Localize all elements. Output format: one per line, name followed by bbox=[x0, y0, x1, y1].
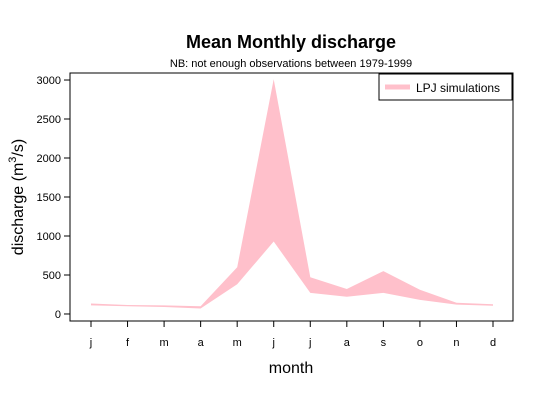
y-tick-label: 1000 bbox=[37, 231, 61, 243]
y-tick-label: 500 bbox=[43, 270, 61, 282]
y-tick-label: 3000 bbox=[37, 75, 61, 87]
x-tick-label: m bbox=[233, 337, 242, 349]
y-axis-label-main: discharge (m bbox=[10, 163, 27, 255]
y-axis-label: discharge (m3/s) bbox=[7, 139, 27, 255]
x-tick-label: j bbox=[272, 337, 275, 349]
x-tick-label: d bbox=[490, 337, 496, 349]
y-tick-label: 2000 bbox=[37, 153, 61, 165]
x-tick-label: j bbox=[308, 337, 311, 349]
y-tick-label: 1500 bbox=[37, 192, 61, 204]
x-tick-label: a bbox=[198, 337, 205, 349]
y-axis-label-tail: /s) bbox=[10, 139, 27, 157]
series-band-lpj-simulations bbox=[91, 79, 493, 309]
x-tick-label: a bbox=[344, 337, 351, 349]
x-axis-label: month bbox=[269, 360, 313, 377]
x-tick-label: s bbox=[381, 337, 387, 349]
legend-label: LPJ simulations bbox=[416, 81, 500, 95]
x-tick-label: n bbox=[453, 337, 459, 349]
chart-subtitle: NB: not enough observations between 1979… bbox=[170, 58, 412, 70]
legend: LPJ simulations bbox=[378, 73, 513, 101]
x-tick-label: m bbox=[160, 337, 169, 349]
chart-title: Mean Monthly discharge bbox=[186, 32, 396, 52]
x-tick-label: o bbox=[417, 337, 423, 349]
y-tick-label: 0 bbox=[55, 309, 61, 321]
y-axis-label-superscript: 3 bbox=[7, 157, 19, 163]
x-tick-label: f bbox=[126, 337, 130, 349]
plot-area bbox=[91, 79, 493, 309]
y-tick-label: 2500 bbox=[37, 114, 61, 126]
x-tick-label: j bbox=[89, 337, 92, 349]
y-axis: 0 500 1000 1500 2000 2500 3000 bbox=[37, 75, 70, 321]
